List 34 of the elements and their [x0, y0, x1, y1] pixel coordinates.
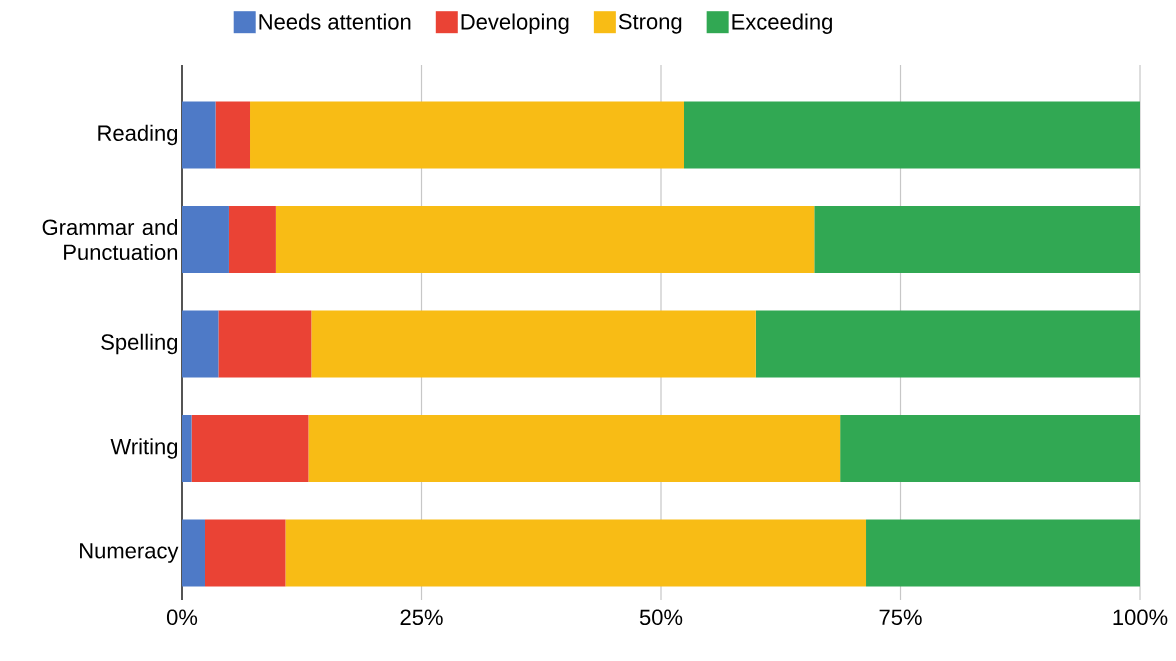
bar: [182, 310, 219, 378]
bar: [866, 519, 1141, 587]
y-tick-label: Reading: [98, 124, 178, 146]
bar: [228, 206, 276, 273]
x-tick-label: 75%: [879, 609, 922, 626]
bar: [204, 519, 286, 587]
bar: [285, 519, 867, 587]
bar: [182, 206, 229, 273]
bar: [684, 101, 1141, 169]
y-tick-label: Numeracy: [80, 543, 179, 563]
bar: [814, 206, 1141, 273]
bar: [182, 101, 216, 169]
bar: [218, 310, 312, 378]
bar: [215, 101, 251, 169]
bar: [275, 206, 815, 273]
y-tick-label: Spelling: [101, 333, 178, 355]
x-tick-label: 0%: [166, 609, 198, 626]
bar: [311, 310, 756, 378]
bar: [250, 101, 684, 169]
bar: [182, 414, 192, 482]
legend-label: Strong: [618, 13, 682, 34]
bar: [308, 414, 841, 482]
legend-label: Exceeding: [732, 13, 832, 34]
x-tick-label: 50%: [639, 609, 683, 626]
bar: [755, 310, 1141, 378]
legend-label: Needs attention: [259, 13, 411, 30]
x-tick-label: 25%: [400, 609, 443, 626]
legend-label: Developing: [461, 13, 569, 34]
x-tick-label: 100%: [1113, 609, 1168, 626]
bar: [182, 519, 205, 587]
y-tick-label: Grammar and Punctuation: [42, 218, 178, 261]
bar: [840, 414, 1141, 482]
bar: [191, 414, 309, 482]
y-tick-label: Writing: [110, 438, 178, 459]
